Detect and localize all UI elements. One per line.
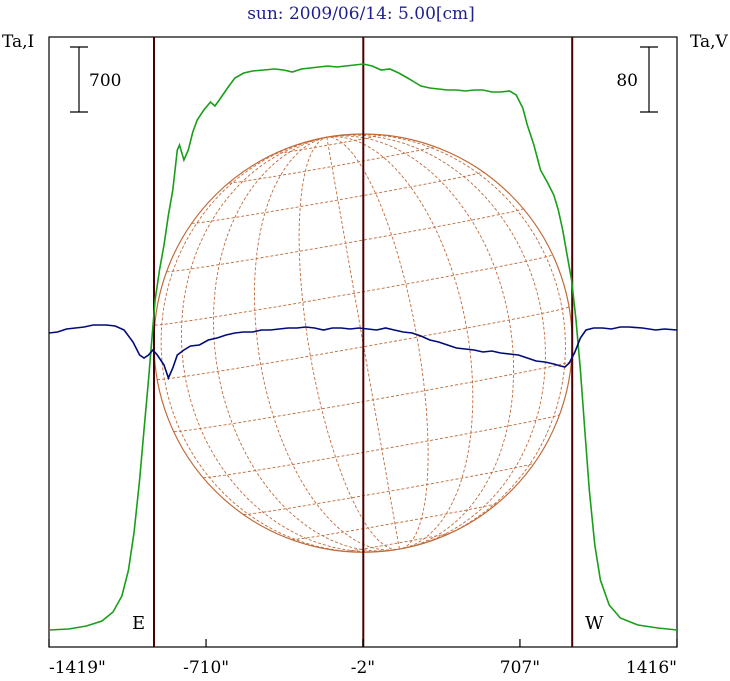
disk-longitude-line bbox=[326, 134, 546, 548]
disk-longitude-line bbox=[254, 136, 395, 551]
left-axis-label: Ta,I bbox=[2, 32, 34, 52]
disk-longitude-line bbox=[326, 135, 515, 548]
disk-longitude-line bbox=[213, 136, 392, 552]
disk-latitude-line bbox=[173, 361, 572, 433]
disk-latitude-line bbox=[203, 414, 560, 479]
left-scale-bar-value: 700 bbox=[89, 71, 121, 91]
disk-longitude-line bbox=[160, 136, 379, 553]
x-tick-label: 1416" bbox=[626, 658, 677, 678]
disk-longitude-line bbox=[298, 136, 397, 550]
x-axis-ticks: -1419" -710" -2" 707" 1416" bbox=[48, 639, 678, 678]
disk-longitude-line bbox=[326, 133, 566, 545]
disk-longitude-line bbox=[326, 136, 429, 549]
west-limb-label: W bbox=[585, 613, 604, 634]
x-tick-label: -1419" bbox=[49, 658, 106, 678]
x-tick-label: 707" bbox=[500, 658, 540, 678]
disk-latitude-line bbox=[154, 254, 553, 326]
disk-longitude-line bbox=[180, 136, 391, 553]
right-scale-bar-value: 80 bbox=[616, 71, 638, 91]
disk-latitude-line bbox=[243, 462, 535, 515]
stokes-v-series bbox=[48, 324, 678, 381]
chart-title: sun: 2009/06/14: 5.00[cm] bbox=[247, 4, 475, 24]
disk-longitude-line bbox=[326, 136, 474, 549]
right-scale-bar: 80 bbox=[616, 46, 658, 113]
x-tick-label: -2" bbox=[351, 658, 375, 678]
limb-lines bbox=[153, 37, 574, 647]
disk-latitude-line bbox=[291, 502, 498, 541]
east-limb-label: E bbox=[132, 613, 145, 634]
x-tick-label: -710" bbox=[183, 658, 229, 678]
solar-disk-overlay bbox=[153, 133, 573, 553]
stokes-i-series bbox=[48, 63, 678, 631]
right-axis-label: Ta,V bbox=[690, 32, 729, 52]
left-scale-bar: 700 bbox=[70, 46, 121, 113]
